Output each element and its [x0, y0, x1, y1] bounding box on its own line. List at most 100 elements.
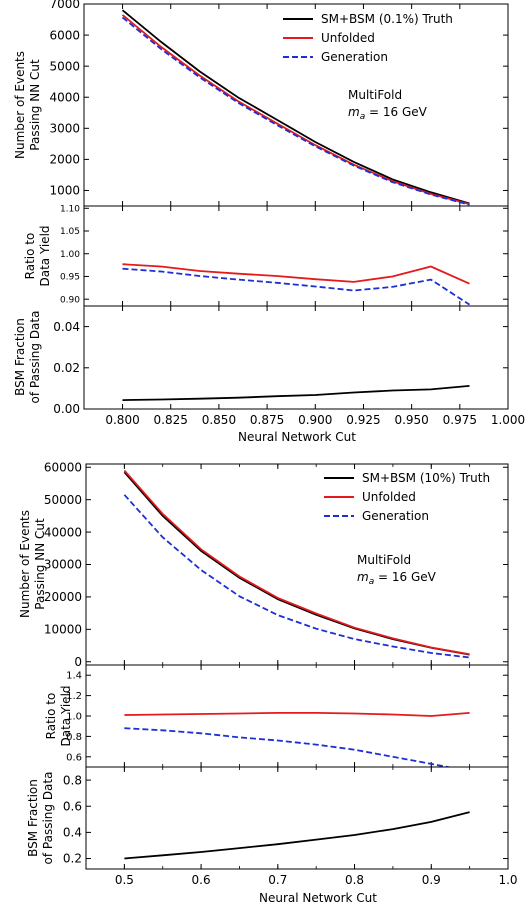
figure-1-annotation: MultiFold ma = 16 GeV [348, 88, 428, 122]
x-tick-label: 0.875 [250, 413, 284, 427]
y-tick-label: 1.10 [60, 204, 80, 214]
fig1-ratio-panel: 0.90 0.95 1.00 1.05 1.10 [60, 204, 509, 307]
series-line [122, 385, 470, 401]
x-tick-label: 0.925 [346, 413, 380, 427]
y-tick-label: 3000 [49, 122, 80, 136]
y-tick-label: 0.8 [66, 732, 82, 743]
fig2-ratio-panel: 0.6 0.8 1.0 1.2 1.4 [66, 664, 509, 768]
y-tick-label: 1.00 [60, 250, 80, 260]
x-tick-label: 0.975 [443, 413, 477, 427]
x-tick-label: 0.850 [202, 413, 236, 427]
plot-panels: 10002000300040005000600070000.900.951.00… [44, 0, 525, 887]
y-tick-label: 0.2 [63, 852, 82, 866]
y-tick-label: 50000 [44, 493, 82, 507]
legend-truth-label: SM+BSM (0.1%) Truth [321, 12, 453, 26]
fig2-events-panel: 0 10000 20000 30000 40000 50000 60000 [44, 460, 509, 669]
y-tick-label: 4000 [49, 90, 80, 104]
annotation-mass-2: ma = 16 GeV [357, 570, 437, 587]
figure-2-ylabels: Number of Events Passing NN Cut Ratio to… [18, 510, 73, 865]
bsm-ylabel-line1-2: BSM Fraction [26, 779, 40, 857]
axes-frame [85, 766, 509, 870]
y-tick-label: 6000 [49, 28, 80, 42]
ratio-ylabel-line2-2: Data Yield [59, 685, 73, 746]
y-tick-label: 20000 [44, 590, 82, 604]
x-tick-label: 0.7 [268, 873, 287, 887]
legend-generation-label-2: Generation [362, 509, 429, 523]
x-tick-label: 0.950 [394, 413, 428, 427]
series-line [124, 727, 453, 767]
y-tick-label: 30000 [44, 558, 82, 572]
series-line [122, 263, 470, 285]
y-tick-label: 0 [74, 655, 82, 669]
y-tick-label: 0.04 [53, 320, 80, 334]
events-ylabel-line1: Number of Events [13, 51, 27, 159]
annotation-method: MultiFold [348, 88, 402, 102]
legend-unfolded-label-2: Unfolded [362, 490, 416, 504]
y-tick-label: 0.8 [63, 773, 82, 787]
events-ylabel-line2-2: Passing NN Cut [33, 518, 47, 610]
series-line [121, 9, 470, 205]
fig1-bsm-panel: 0.800 0.825 0.850 0.875 0.900 0.925 0.950 0.975… [53, 305, 525, 427]
y-tick-label: 5000 [49, 59, 80, 73]
annotation-method-2: MultiFold [357, 553, 411, 567]
y-tick-label: 60000 [44, 460, 82, 474]
x-tick-label: 0.8 [345, 873, 364, 887]
x-tick-label: 0.800 [105, 413, 139, 427]
ratio-ylabel-line2: Data Yield [38, 225, 52, 286]
y-tick-label: 1.0 [66, 712, 82, 723]
figure-2-annotation: MultiFold ma = 16 GeV [357, 553, 437, 587]
series-line [121, 16, 470, 206]
axes-frame [85, 664, 509, 768]
y-tick-label: 0.00 [53, 402, 80, 416]
x-tick-label: 0.6 [192, 873, 211, 887]
bsm-ylabel-line2-2: of Passing Data [41, 772, 55, 865]
bsm-ylabel-line1: BSM Fraction [13, 318, 27, 396]
axes-frame [83, 3, 509, 207]
y-tick-label: 0.95 [60, 273, 80, 283]
y-tick-label: 0.6 [63, 799, 82, 813]
figure-1-xlabel: Neural Network Cut [238, 430, 356, 444]
series-line [122, 267, 470, 306]
x-tick-label: 0.825 [154, 413, 188, 427]
y-tick-label: 0.90 [60, 295, 80, 305]
legend-truth-label-2: SM+BSM (10%) Truth [362, 471, 490, 485]
y-tick-label: 0.6 [66, 752, 82, 763]
series-line [123, 471, 470, 656]
y-tick-label: 2000 [49, 153, 80, 167]
axes-frame [85, 463, 509, 666]
ratio-ylabel-line1: Ratio to [23, 233, 37, 280]
y-tick-label: 0.4 [63, 826, 82, 840]
fig2-bsm-panel: 0.5 0.6 0.7 0.8 0.9 1.0 0.2 0.4 0.6 0.8 [63, 766, 518, 887]
legend-unfolded-label: Unfolded [321, 31, 375, 45]
annotation-mass: ma = 16 GeV [348, 105, 428, 122]
x-tick-label: 1.0 [498, 873, 517, 887]
bsm-ylabel-line2: of Passing Data [28, 311, 42, 404]
events-ylabel-line2: Passing NN Cut [28, 59, 42, 151]
ratio-ylabel-line1-2: Ratio to [44, 693, 58, 740]
series-line [123, 494, 470, 659]
axes-frame [83, 205, 509, 307]
series-line [123, 469, 470, 656]
x-tick-label: 1.000 [491, 413, 525, 427]
y-tick-label: 40000 [44, 525, 82, 539]
figure-1-legend: SM+BSM (0.1%) Truth Unfolded Generation [283, 12, 453, 64]
figure-1-ylabels: Number of Events Passing NN Cut Ratio to… [13, 51, 52, 404]
series-line [124, 712, 470, 717]
series-line [124, 811, 470, 860]
events-ylabel-line1-2: Number of Events [18, 510, 32, 618]
fig1-events-panel: 1000 2000 3000 4000 5000 6000 7000 [49, 0, 509, 207]
axes-frame [83, 305, 509, 410]
y-tick-label: 0.02 [53, 361, 80, 375]
figure-2-legend: SM+BSM (10%) Truth Unfolded Generation [324, 471, 490, 523]
y-tick-label: 7000 [49, 0, 80, 11]
y-tick-label: 1.05 [60, 227, 80, 237]
y-tick-label: 1.4 [66, 671, 82, 682]
x-tick-label: 0.9 [422, 873, 441, 887]
legend-generation-label: Generation [321, 50, 388, 64]
y-tick-label: 10000 [44, 623, 82, 637]
y-tick-label: 1.2 [66, 691, 82, 702]
y-tick-label: 1000 [49, 184, 80, 198]
figure-2-xlabel: Neural Network Cut [259, 891, 377, 905]
x-tick-label: 0.5 [115, 873, 134, 887]
